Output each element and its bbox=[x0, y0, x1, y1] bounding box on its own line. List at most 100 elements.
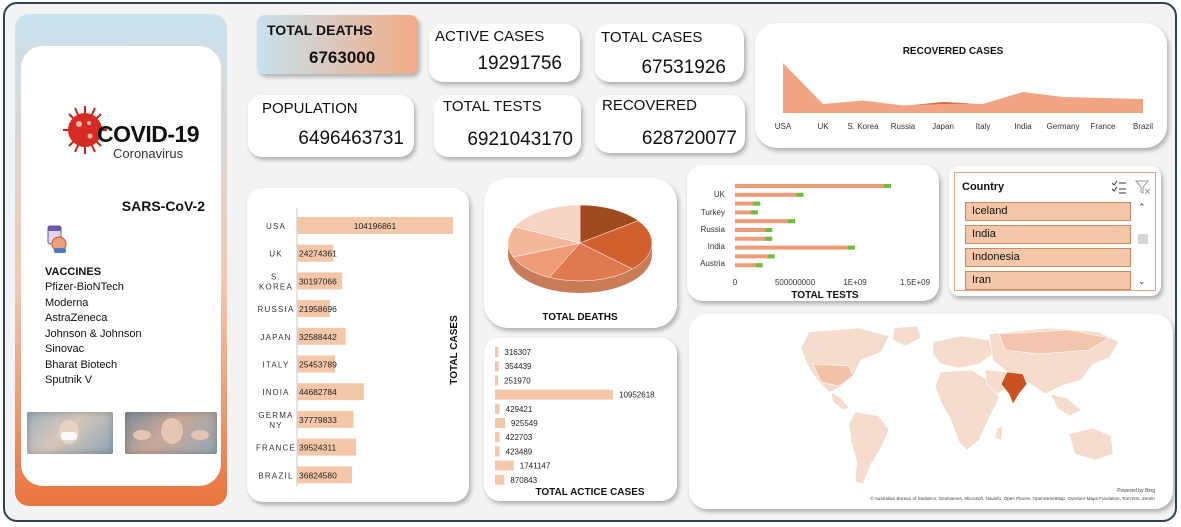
bar bbox=[495, 446, 500, 457]
kpi-total-deaths: TOTAL DEATHS 6763000 bbox=[257, 15, 418, 74]
world-map-card[interactable]: Powered by Bing © Australian Bureau of S… bbox=[689, 314, 1173, 509]
bar-segment bbox=[788, 219, 795, 224]
photo-masked-child bbox=[27, 412, 113, 454]
bar bbox=[495, 347, 499, 357]
chart-title: TOTAL DEATHS bbox=[542, 312, 618, 323]
bar bbox=[297, 355, 336, 373]
kpi-value: 6496463731 bbox=[298, 128, 404, 149]
x-tick-label: France bbox=[1091, 122, 1116, 131]
map-europe[interactable] bbox=[932, 335, 994, 369]
chart-title: TOTAL TESTS bbox=[791, 290, 859, 301]
data-label: 10952618 bbox=[619, 391, 655, 400]
bar-segment bbox=[755, 263, 763, 268]
map-central-america[interactable] bbox=[830, 391, 850, 411]
clear-filter-icon[interactable] bbox=[1135, 180, 1151, 194]
slicer-item-country[interactable]: India bbox=[965, 225, 1131, 244]
bar bbox=[297, 466, 353, 484]
map-south-america[interactable] bbox=[848, 411, 890, 485]
slicer-item-country[interactable]: Indonesia bbox=[965, 248, 1131, 267]
data-label: 925549 bbox=[511, 419, 538, 428]
kpi-active-cases: ACTIVE CASES 19291756 bbox=[429, 24, 580, 82]
x-tick-label: UK bbox=[817, 122, 829, 131]
map-southeast-asia[interactable] bbox=[1050, 393, 1082, 417]
logo-subtitle: Coronavirus bbox=[113, 146, 184, 161]
kpi-value: 6763000 bbox=[309, 48, 376, 67]
virus-name: SARS-CoV-2 bbox=[121, 198, 205, 214]
data-label: 36824580 bbox=[299, 470, 337, 480]
category-label: BRAZIL bbox=[258, 471, 293, 480]
pie-slice bbox=[548, 242, 634, 282]
sidebar-panel: COVID-19 Coronavirus SARS-CoV-2 VACCINES… bbox=[15, 14, 227, 506]
x-tick-label: Germany bbox=[1047, 122, 1080, 131]
recovered-cases-chart: RECOVERED CASES USA UK S. Korea Russia Japan… bbox=[775, 46, 1153, 131]
kpi-label: TOTAL TESTS bbox=[443, 98, 542, 115]
category-label: NY bbox=[269, 421, 283, 430]
slicer-scrollbar[interactable]: ⌃ ⌄ bbox=[1136, 202, 1150, 290]
map-greenland[interactable] bbox=[892, 325, 922, 347]
total-tests-chart: UK Turkey Russia India Austria 0 500000000 1E+… bbox=[700, 184, 931, 301]
bar bbox=[735, 254, 775, 259]
vaccine-item: Moderna bbox=[45, 297, 89, 309]
vaccine-item: Sinovac bbox=[45, 343, 85, 355]
kpi-value: 628720077 bbox=[641, 128, 737, 149]
map-russia-highlight[interactable] bbox=[998, 329, 1110, 355]
active-cases-chart: 316307 354439 251970 10952618 429421 925549 42… bbox=[495, 347, 655, 498]
x-tick-label: Russia bbox=[891, 122, 916, 131]
category-label: GERMA bbox=[258, 411, 293, 420]
data-label: 32588442 bbox=[299, 332, 337, 342]
vaccine-icon bbox=[47, 225, 67, 253]
kpi-label: TOTAL CASES bbox=[601, 29, 703, 46]
country-slicer: Country Iceland India Indonesia Iran ⌃ ⌄ bbox=[949, 166, 1161, 296]
map-australia[interactable] bbox=[1068, 427, 1114, 461]
area-series bbox=[783, 63, 1143, 113]
kpi-value: 6921043170 bbox=[467, 129, 573, 150]
data-label: 316307 bbox=[504, 348, 531, 357]
kpi-label: TOTAL DEATHS bbox=[267, 22, 373, 38]
bar bbox=[495, 418, 505, 428]
vaccines-heading: VACCINES bbox=[45, 266, 102, 278]
data-label: 251970 bbox=[504, 376, 531, 385]
scroll-up-icon[interactable]: ⌃ bbox=[1138, 202, 1146, 212]
vaccine-item: Pfizer-BioNTech bbox=[45, 281, 124, 293]
kpi-recovered: RECOVERED 628720077 bbox=[595, 95, 745, 153]
data-label: 870843 bbox=[510, 476, 537, 485]
coronavirus-icon bbox=[63, 106, 107, 154]
data-label: 1741147 bbox=[520, 462, 551, 471]
pie-slice bbox=[579, 204, 639, 244]
data-label: 21958696 bbox=[299, 304, 337, 314]
bar bbox=[495, 403, 500, 414]
data-label: 354439 bbox=[505, 362, 532, 371]
bar bbox=[735, 245, 855, 250]
bar-segment bbox=[884, 184, 891, 188]
data-label: 422703 bbox=[506, 433, 533, 442]
data-label: 44682784 bbox=[299, 387, 337, 397]
kpi-label: ACTIVE CASES bbox=[435, 28, 545, 45]
map-us-highlight[interactable] bbox=[812, 363, 854, 387]
kpi-label: POPULATION bbox=[262, 100, 358, 117]
map-india-highlight[interactable] bbox=[1000, 371, 1028, 405]
x-tick-label: 1.5E+09 bbox=[900, 278, 931, 287]
slicer-item-country[interactable]: Iceland bbox=[965, 202, 1131, 221]
slicer-item-country[interactable]: Iran bbox=[965, 271, 1131, 290]
world-map[interactable]: Powered by Bing © Australian Bureau of S… bbox=[689, 314, 1173, 509]
x-tick-label: Brazil bbox=[1133, 122, 1153, 131]
x-tick-label: Japan bbox=[932, 122, 954, 131]
x-tick-label: 1E+09 bbox=[843, 278, 867, 287]
bar-segment bbox=[753, 201, 761, 206]
scroll-down-icon[interactable]: ⌄ bbox=[1138, 276, 1146, 286]
total-tests-chart-card: UK Turkey Russia India Austria 0 500000000 1E+… bbox=[687, 165, 939, 301]
map-madagascar[interactable] bbox=[994, 425, 1004, 441]
multi-select-icon[interactable] bbox=[1111, 180, 1127, 194]
map-north-america[interactable] bbox=[800, 327, 890, 393]
data-label: 25453789 bbox=[299, 360, 337, 370]
data-label: 30197066 bbox=[299, 276, 337, 286]
y-tick-label: Austria bbox=[700, 259, 725, 268]
bar bbox=[735, 210, 758, 215]
x-tick-label: S. Korea bbox=[847, 122, 879, 131]
bar bbox=[495, 460, 514, 471]
bar bbox=[297, 300, 330, 318]
x-tick-label: 500000000 bbox=[775, 278, 816, 287]
bar bbox=[495, 474, 505, 485]
kpi-total-tests: TOTAL TESTS 6921043170 bbox=[434, 95, 581, 157]
scrollbar-thumb[interactable] bbox=[1138, 234, 1148, 244]
